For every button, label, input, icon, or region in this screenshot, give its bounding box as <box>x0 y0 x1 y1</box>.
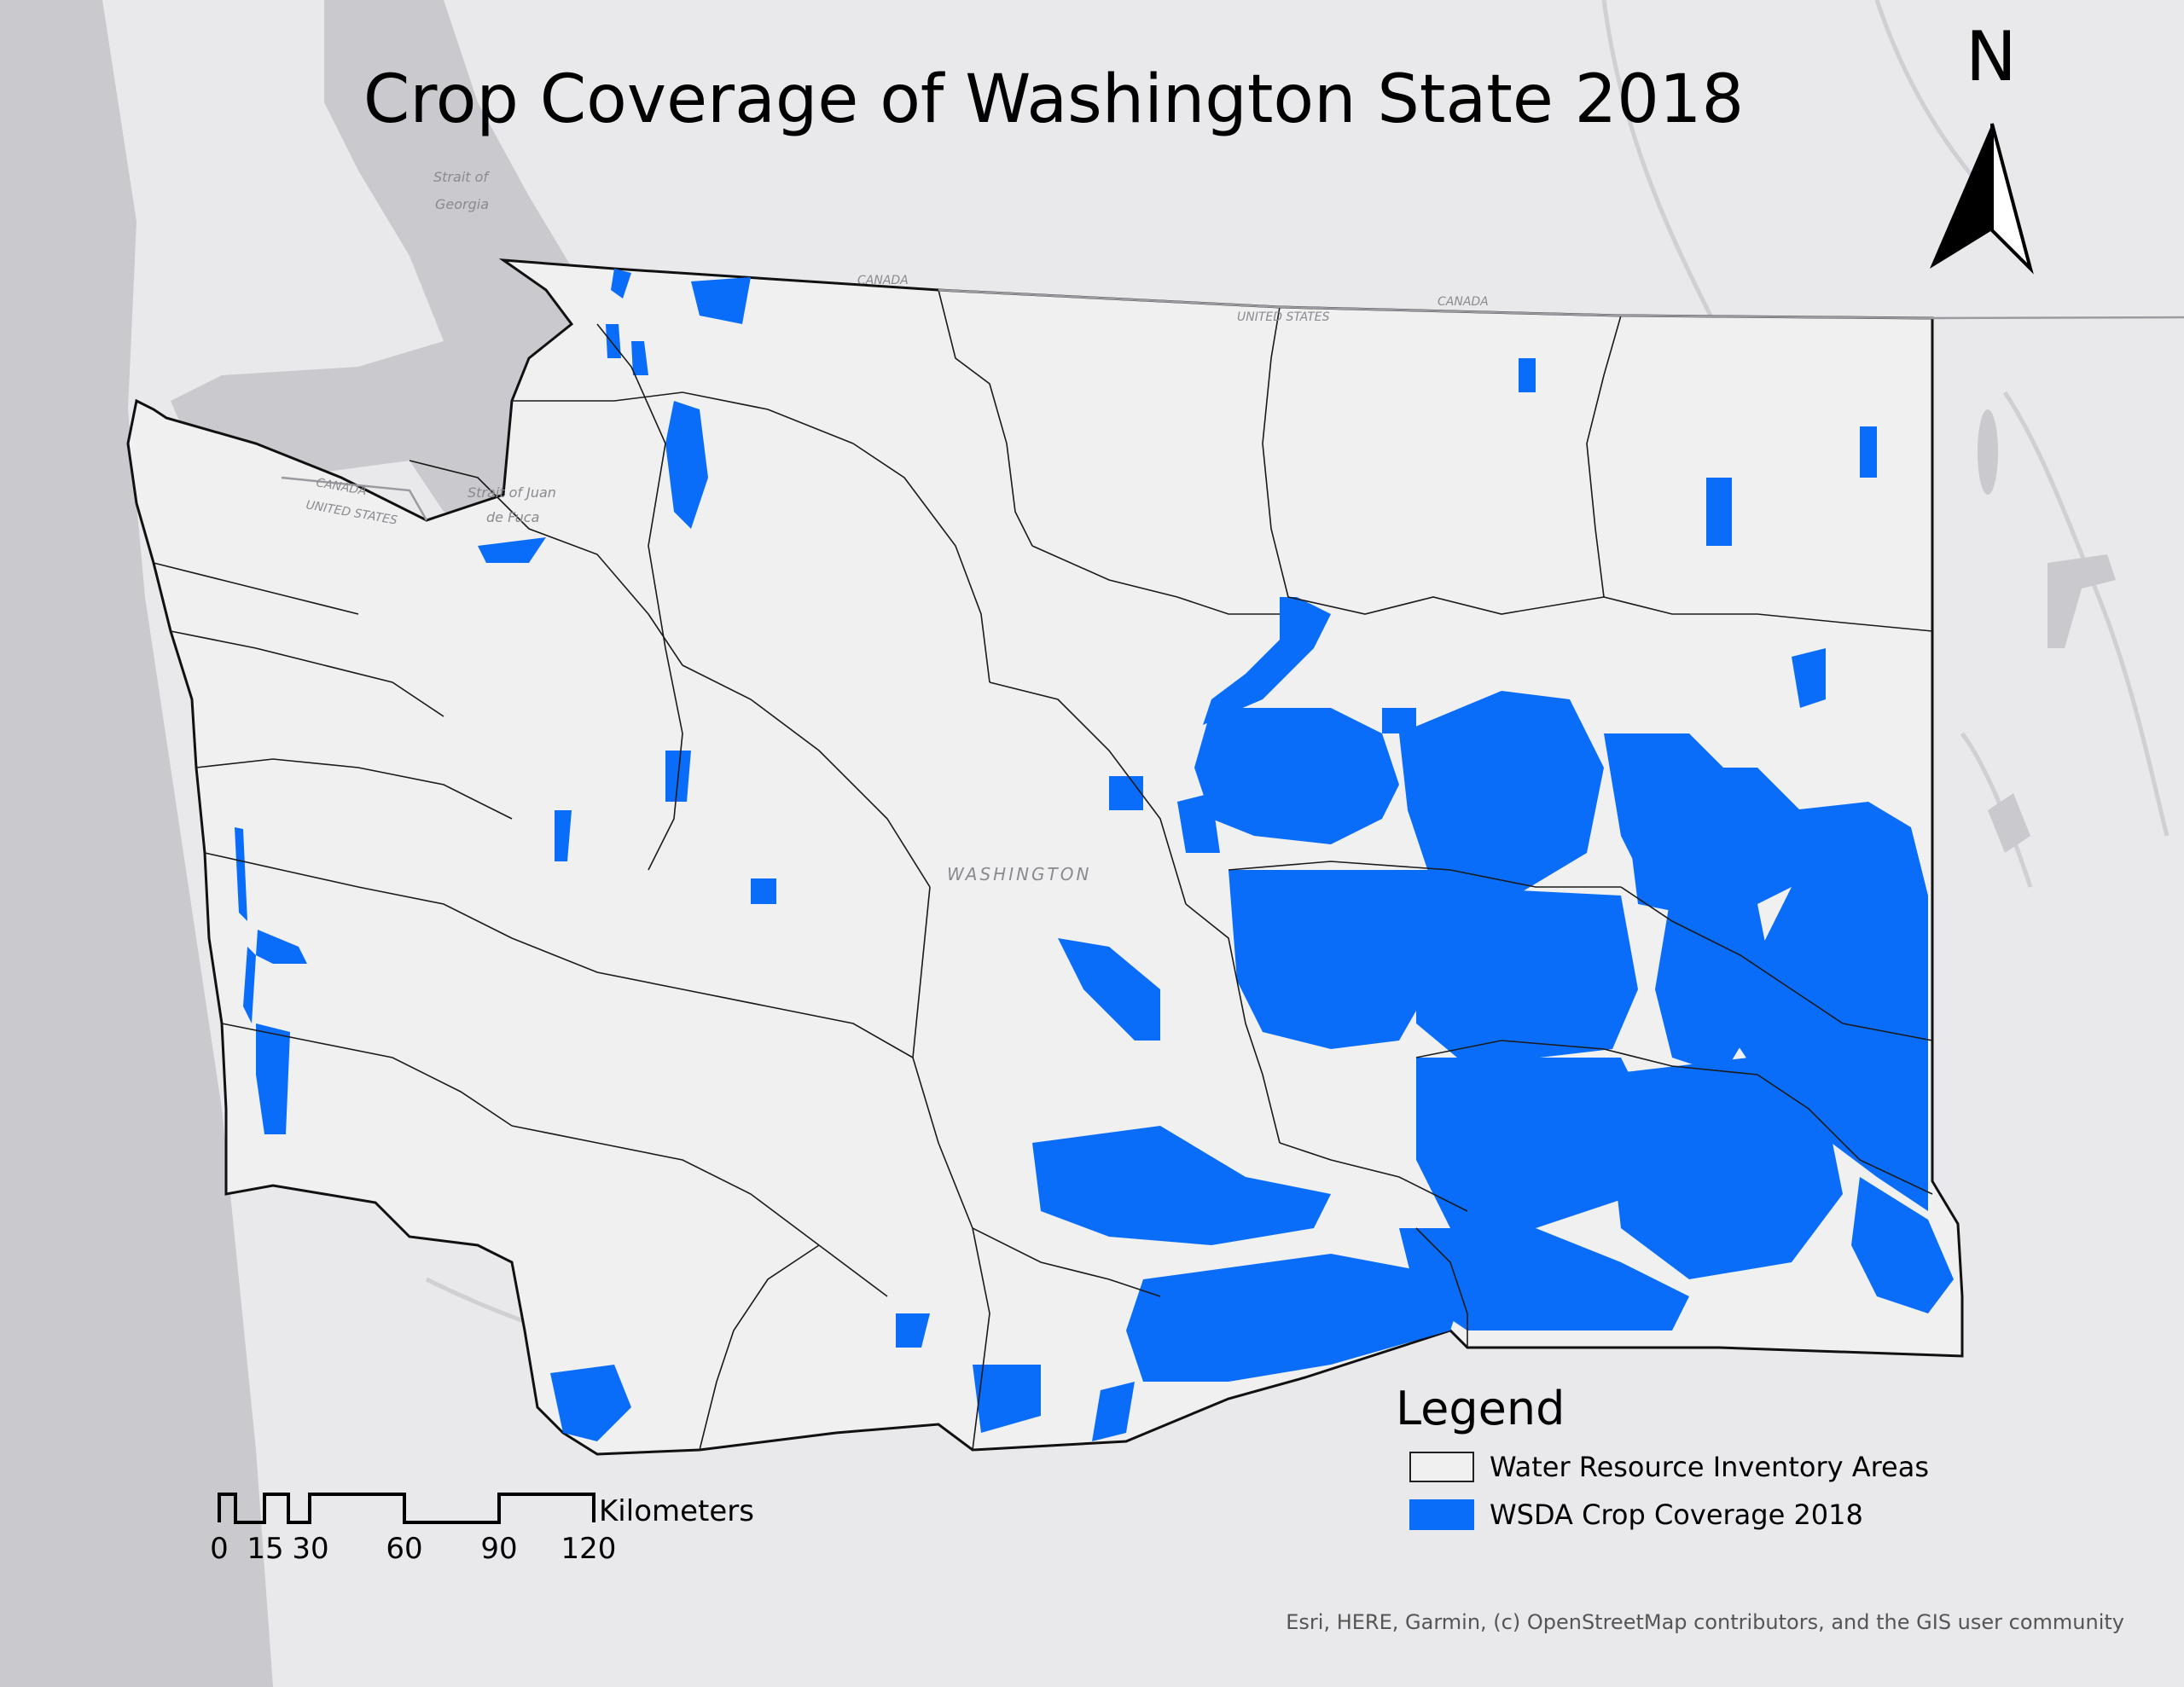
basemap-lakes <box>1978 409 2116 853</box>
legend-item-crop: WSDA Crop Coverage 2018 <box>1409 1498 1863 1532</box>
label-strait-of-georgia-2: Georgia <box>435 196 489 212</box>
map-title: Crop Coverage of Washington State 2018 <box>363 61 1745 138</box>
scale-tick-0: 0 <box>210 1532 229 1566</box>
label-canada-2: CANADA <box>1438 295 1489 309</box>
scale-bar <box>218 1493 595 1524</box>
scale-tick-120: 120 <box>561 1532 617 1566</box>
wria-boundaries <box>153 289 1933 1451</box>
label-canada-1: CANADA <box>857 274 909 287</box>
scale-tick-60: 60 <box>386 1532 423 1566</box>
pacific-ocean <box>0 0 273 1687</box>
label-united-states-1: UNITED STATES <box>1237 310 1330 324</box>
legend-item-wria: Water Resource Inventory Areas <box>1409 1450 1929 1484</box>
crop-coverage <box>235 269 1954 1441</box>
label-strait-juan-de-fuca-2: de Fuca <box>486 509 539 525</box>
scale-tick-15: 15 <box>247 1532 284 1566</box>
crop-swatch <box>1409 1499 1474 1530</box>
legend-title: Legend <box>1396 1382 1565 1435</box>
map-attribution: Esri, HERE, Garmin, (c) OpenStreetMap co… <box>1286 1610 2124 1634</box>
legend-label-wria: Water Resource Inventory Areas <box>1490 1451 1930 1483</box>
label-strait-juan-de-fuca-1: Strait of Juan <box>468 484 556 501</box>
canada-us-border <box>281 288 2184 521</box>
wria-swatch <box>1409 1452 1474 1482</box>
scale-tick-90: 90 <box>480 1532 518 1566</box>
scale-unit-label: Kilometers <box>599 1494 754 1528</box>
legend-label-crop: WSDA Crop Coverage 2018 <box>1490 1499 1863 1531</box>
scale-tick-30: 30 <box>292 1532 329 1566</box>
label-washington: WASHINGTON <box>947 864 1091 884</box>
label-strait-of-georgia-1: Strait of <box>433 169 490 185</box>
north-arrow-icon <box>1930 123 2034 275</box>
north-label: N <box>1966 17 2017 96</box>
salish-sea <box>171 0 614 520</box>
